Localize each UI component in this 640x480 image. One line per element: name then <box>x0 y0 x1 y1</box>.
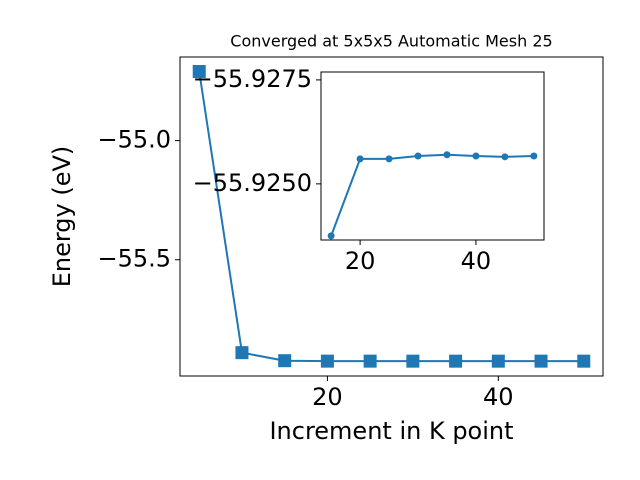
marker <box>235 346 249 360</box>
marker <box>491 354 505 368</box>
marker <box>449 354 463 368</box>
marker <box>414 152 422 160</box>
y-axis-label: Energy (eV) <box>48 146 76 288</box>
marker <box>443 151 451 159</box>
marker <box>406 354 420 368</box>
y-tick-label: −55.9250 <box>193 169 312 197</box>
x-tick-label: 20 <box>312 383 343 411</box>
marker <box>320 354 334 368</box>
line <box>198 71 584 363</box>
marker <box>472 152 480 160</box>
marker <box>356 155 364 163</box>
marker <box>363 354 377 368</box>
y-tick-label: −55.5 <box>97 245 171 273</box>
x-tick-label: 40 <box>461 247 492 275</box>
line <box>330 153 534 237</box>
axes-frame <box>179 56 604 377</box>
marker <box>278 354 292 368</box>
x-axis-label: Increment in K point <box>269 417 513 445</box>
x-tick-label: 20 <box>345 247 376 275</box>
marker <box>534 354 548 368</box>
marker <box>577 354 591 368</box>
axes-frame <box>320 71 545 241</box>
marker <box>192 65 206 79</box>
x-tick-label: 40 <box>483 383 514 411</box>
marker <box>501 153 509 161</box>
chart-title: Converged at 5x5x5 Automatic Mesh 25 <box>230 32 552 51</box>
marker <box>385 155 393 163</box>
y-tick-label: −55.0 <box>97 126 171 154</box>
y-tick-label: −55.9275 <box>193 65 312 93</box>
marker <box>327 232 335 240</box>
marker <box>530 152 538 160</box>
